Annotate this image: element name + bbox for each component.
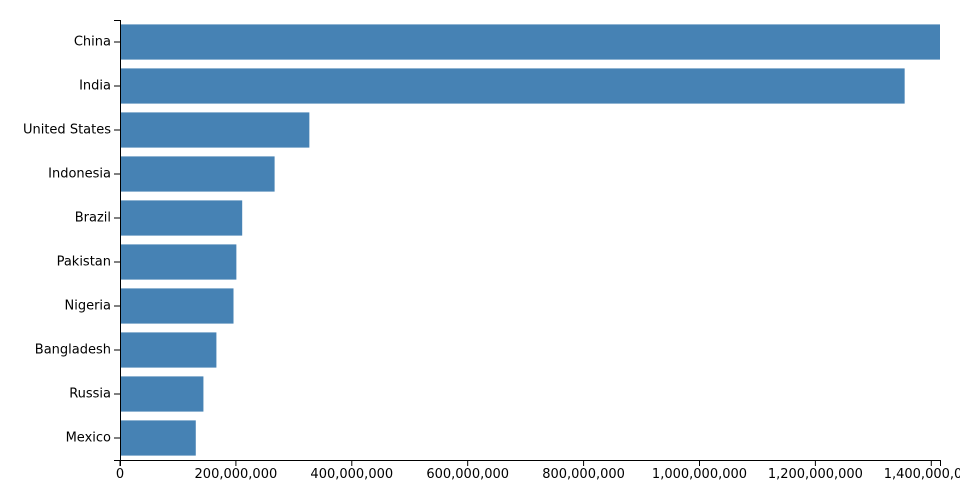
bar-brazil — [120, 200, 243, 236]
x-tick-label: 800,000,000 — [542, 467, 625, 482]
bar-united-states — [120, 112, 310, 148]
y-axis-line — [114, 20, 121, 461]
y-tick-label-russia: Russia — [69, 387, 111, 402]
y-tick-label-china: China — [74, 35, 111, 50]
x-tick-label: 1,000,000,000 — [652, 467, 747, 482]
x-tick-label: 1,200,000,000 — [768, 467, 863, 482]
bar-india — [120, 68, 905, 104]
x-axis-line — [120, 460, 941, 466]
y-axis: China India United States Indonesia Brazil Pa… — [23, 20, 121, 461]
y-tick-label-mexico: Mexico — [66, 431, 111, 446]
y-tick-label-bangladesh: Bangladesh — [35, 343, 111, 358]
bar-bangladesh — [120, 332, 217, 368]
bars-group — [120, 24, 940, 456]
bar-china — [120, 24, 940, 60]
y-tick-label-indonesia: Indonesia — [48, 167, 111, 182]
x-tick-label: 0 — [116, 467, 124, 482]
bar-indonesia — [120, 156, 275, 192]
bar-nigeria — [120, 288, 234, 324]
x-tick-label: 400,000,000 — [310, 467, 393, 482]
y-tick-label-nigeria: Nigeria — [64, 299, 111, 314]
y-tick-label-united-states: United States — [23, 123, 111, 138]
y-tick-label-brazil: Brazil — [75, 211, 111, 226]
bar-mexico — [120, 420, 196, 456]
y-tick-label-pakistan: Pakistan — [57, 255, 111, 270]
bar-russia — [120, 376, 204, 412]
x-tick-label: 200,000,000 — [195, 467, 278, 482]
x-axis: 0 200,000,000 400,000,000 600,000,000 800,00… — [116, 460, 960, 482]
x-tick-label: 600,000,000 — [426, 467, 509, 482]
bar-pakistan — [120, 244, 237, 280]
y-tick-label-india: India — [79, 79, 111, 94]
x-tick-label: 1,400,000,000 — [884, 467, 960, 482]
